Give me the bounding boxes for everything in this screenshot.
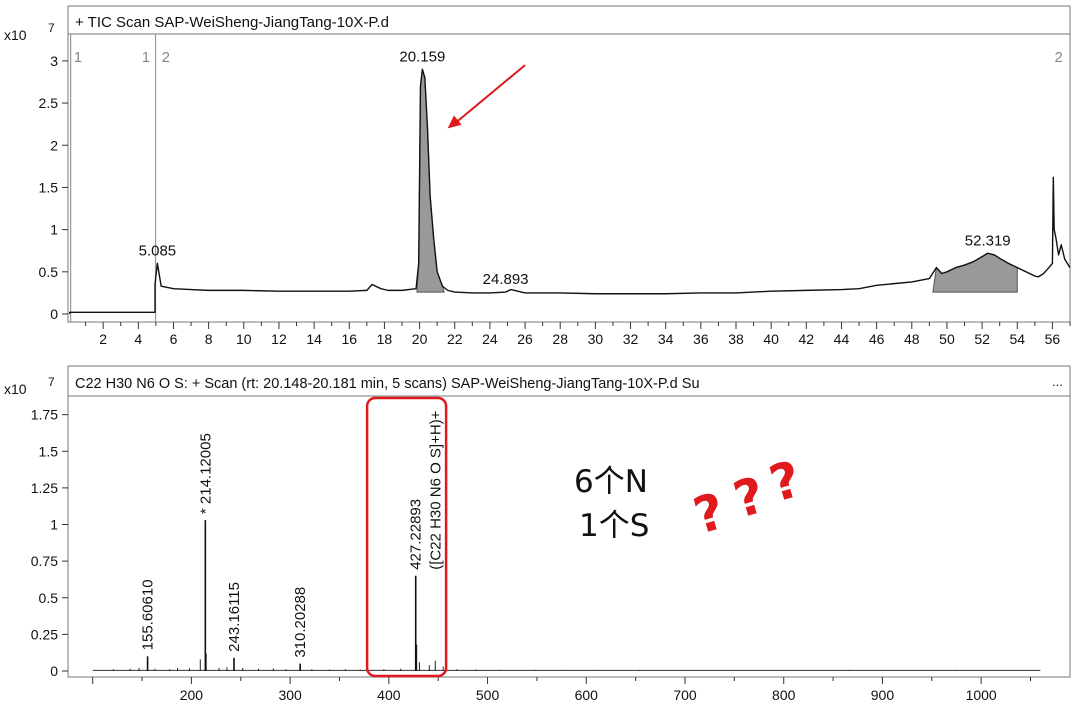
tic-series xyxy=(69,68,1071,314)
ms-peak-label: 310.20288 xyxy=(292,587,309,658)
tic-y-tick-label: 0 xyxy=(50,306,58,322)
tic-y-exponent: 7 xyxy=(48,21,55,35)
ms-x-tick-label: 300 xyxy=(278,687,302,703)
tic-x-tick-label: 14 xyxy=(306,331,322,347)
ms-x-tick-label: 700 xyxy=(673,687,697,703)
ms-peak-sublabel: ([C22 H30 N6 O S]+H)+ xyxy=(428,410,445,569)
tic-x-axis: 2 4 6 8 10 12 14 16 18 20 22 24 26 28 30 32 34 36 38 40 42 44… xyxy=(85,322,1071,347)
tic-segment-label: 2 xyxy=(1054,49,1062,66)
tic-x-tick-label: 52 xyxy=(974,331,990,347)
arrow-shaft xyxy=(453,64,526,126)
tic-peak-label: 5.085 xyxy=(139,242,177,259)
tic-y-axis: 0 0.5 1 1.5 2 2.5 3 xyxy=(39,53,68,322)
arrow-head xyxy=(447,115,462,129)
tic-x-tick-label: 4 xyxy=(134,331,142,347)
tic-x-tick-label: 50 xyxy=(939,331,955,347)
ms-peaks: 155.60610 * 214.12005 243.16115 310.20288 42… xyxy=(140,410,445,671)
tic-x-tick-label: 38 xyxy=(728,331,744,347)
ms-highlight-box xyxy=(365,396,448,678)
ms-y-tick-label: 0.75 xyxy=(31,553,58,569)
tic-panel: + TIC Scan SAP-WeiSheng-JiangTang-10X-P.… xyxy=(4,5,1071,347)
tic-peak-label: 52.319 xyxy=(965,232,1011,249)
ms-plot-frame xyxy=(67,395,1071,678)
ms-y-tick-label: 0.5 xyxy=(39,590,59,606)
note-line-sulfur: 1个S xyxy=(579,508,649,544)
tic-y-tick-label: 0.5 xyxy=(39,264,59,280)
tic-y-tick-label: 1.5 xyxy=(39,179,59,195)
ms-x-tick-label: 500 xyxy=(476,687,500,703)
tic-segment-label: 1 xyxy=(142,49,150,66)
tic-x-tick-label: 8 xyxy=(205,331,213,347)
tic-x-tick-label: 10 xyxy=(236,331,252,347)
tic-x-tick-label: 20 xyxy=(412,331,428,347)
tic-x-tick-label: 6 xyxy=(170,331,178,347)
tic-x-tick-label: 32 xyxy=(623,331,639,347)
ms-x-tick-label: 1000 xyxy=(966,687,997,703)
ms-y-tick-label: 1.25 xyxy=(31,480,58,496)
ms-x-tick-label: 800 xyxy=(772,687,796,703)
tic-x-tick-label: 16 xyxy=(341,331,357,347)
tic-x-tick-label: 18 xyxy=(377,331,393,347)
tic-y-tick-label: 2 xyxy=(50,137,58,153)
ms-highlight xyxy=(365,396,448,678)
tic-plot-frame xyxy=(67,33,1071,323)
tic-x-tick-label: 46 xyxy=(869,331,885,347)
ms-y-tick-label: 0.25 xyxy=(31,626,58,642)
ms-x-tick-label: 600 xyxy=(575,687,599,703)
ms-peak-label: 427.22893 xyxy=(408,499,425,570)
tic-x-tick-label: 12 xyxy=(271,331,287,347)
ms-x-tick-label: 400 xyxy=(377,687,401,703)
ms-y-tick-label: 1.75 xyxy=(31,407,58,423)
ms-y-tick-label: 1 xyxy=(50,517,58,533)
ms-y-tick-label: 0 xyxy=(50,663,58,679)
tic-peak-labels: 20.159 5.085 24.893 52.319 xyxy=(139,48,1011,288)
tic-y-tick-label: 1 xyxy=(50,222,58,238)
ms-y-tick-label: 1.5 xyxy=(39,443,59,459)
ms-peak-label: * 214.12005 xyxy=(197,433,214,514)
tic-x-tick-label: 48 xyxy=(904,331,920,347)
ms-title-ellipsis: ... xyxy=(1052,374,1063,389)
ms-peak-label: 155.60610 xyxy=(140,579,157,650)
tic-x-tick-label: 34 xyxy=(658,331,674,347)
tic-annotation-arrow xyxy=(447,64,526,129)
ms-x-axis: 200 300 400 500 600 700 800 900 1000 xyxy=(92,677,1032,703)
tic-x-tick-label: 54 xyxy=(1009,331,1025,347)
ms-y-axis: 0 0.25 0.5 0.75 1 1.25 1.5 1.75 xyxy=(31,407,68,679)
ms-x-tick-label: 200 xyxy=(180,687,204,703)
tic-peak-label: 20.159 xyxy=(399,48,445,65)
tic-x-tick-label: 42 xyxy=(799,331,815,347)
tic-x-tick-label: 44 xyxy=(834,331,850,347)
tic-x-tick-label: 2 xyxy=(99,331,107,347)
ms-y-exponent-base: x10 xyxy=(4,381,27,397)
tic-x-tick-label: 24 xyxy=(482,331,498,347)
ms-minor-peaks xyxy=(92,644,1041,671)
ms-y-exponent: 7 xyxy=(48,375,55,389)
ms-panel: C22 H30 N6 O S: + Scan (rt: 20.148-20.18… xyxy=(4,365,1071,703)
tic-y-tick-label: 3 xyxy=(50,53,58,69)
ms-peak-label: 243.16115 xyxy=(226,582,243,652)
tic-x-tick-label: 28 xyxy=(552,331,568,347)
tic-x-tick-label: 26 xyxy=(517,331,533,347)
tic-x-tick-label: 36 xyxy=(693,331,709,347)
tic-title: + TIC Scan SAP-WeiSheng-JiangTang-10X-P.… xyxy=(75,14,389,31)
tic-segment-label: 1 xyxy=(74,49,82,66)
ms-x-tick-label: 900 xyxy=(871,687,895,703)
tic-segment-label: 2 xyxy=(162,49,170,66)
tic-y-exponent-base: x10 xyxy=(4,27,27,43)
ms-title: C22 H30 N6 O S: + Scan (rt: 20.148-20.18… xyxy=(75,376,700,392)
tic-x-tick-label: 56 xyxy=(1045,331,1061,347)
tic-x-tick-label: 40 xyxy=(763,331,779,347)
tic-y-tick-label: 2.5 xyxy=(39,95,59,111)
tic-x-tick-label: 22 xyxy=(447,331,463,347)
note-line-nitrogen: 6个N xyxy=(574,464,648,500)
tic-x-tick-label: 30 xyxy=(588,331,604,347)
tic-peak-label: 24.893 xyxy=(483,271,529,288)
tic-trace xyxy=(69,68,1071,314)
